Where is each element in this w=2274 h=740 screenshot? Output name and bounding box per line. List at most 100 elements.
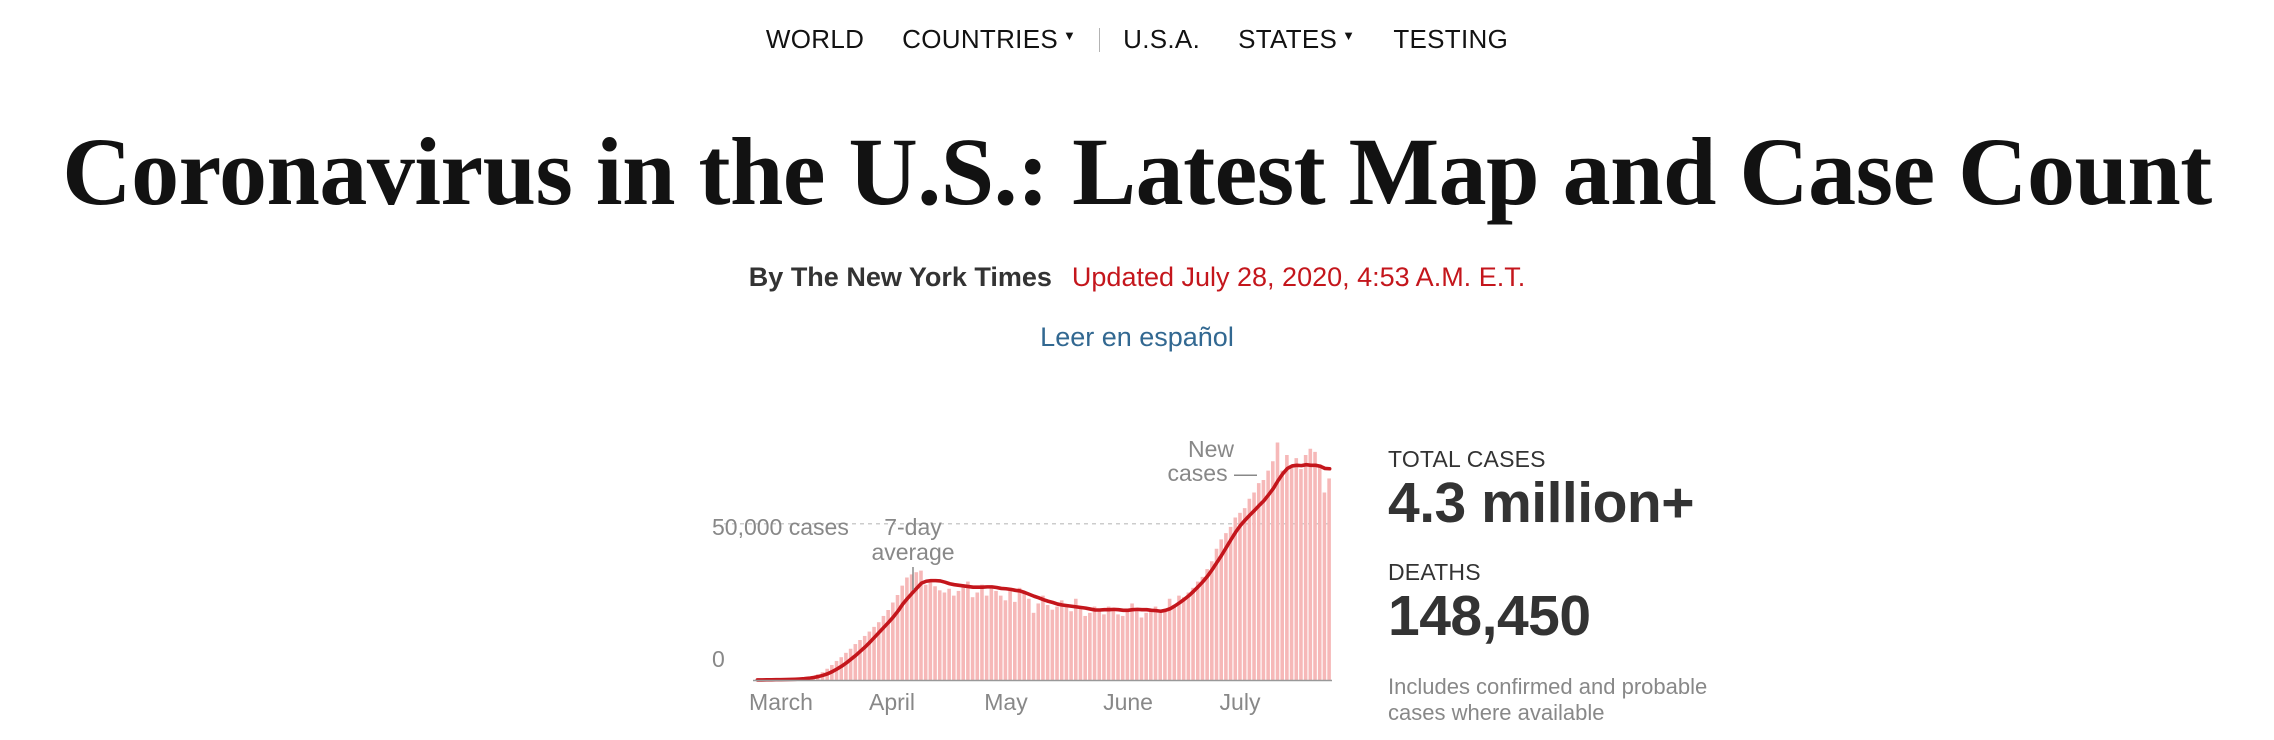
bar xyxy=(900,585,905,681)
spanish-link[interactable]: Leer en español xyxy=(1040,322,1234,352)
stats-panel: TOTAL CASES 4.3 million+ DEATHS 148,450 … xyxy=(1388,446,1748,726)
text-layer: 0 50,000 cases 7-day average New cases —… xyxy=(712,436,1261,715)
x-tick-label-march: March xyxy=(749,689,813,715)
bar xyxy=(1088,612,1092,680)
byline: By The New York Times xyxy=(748,262,1052,292)
bar xyxy=(1322,492,1327,680)
bar xyxy=(966,581,970,680)
bar-layer xyxy=(755,442,1331,681)
bar xyxy=(905,577,909,680)
bar xyxy=(1031,612,1036,680)
bar xyxy=(1233,517,1238,680)
bar xyxy=(1102,614,1106,681)
bar xyxy=(989,586,994,680)
bar xyxy=(1073,598,1078,680)
bar xyxy=(1271,461,1275,680)
bar xyxy=(1144,612,1148,680)
bar xyxy=(952,595,956,681)
cases-chart: 0 50,000 cases 7-day average New cases —… xyxy=(712,436,1332,715)
bar xyxy=(1139,617,1144,680)
bar xyxy=(1125,611,1130,680)
seven-day-annotation-line1: 7-day xyxy=(884,514,942,540)
nav-item-label: STATES xyxy=(1238,24,1338,54)
bar xyxy=(1210,561,1214,680)
bar xyxy=(844,652,848,680)
bar xyxy=(1224,533,1228,681)
spanish-link-row: Leer en español xyxy=(0,322,2274,353)
top-nav: WORLD COUNTRIES ▼ U.S.A. STATES ▼ TESTIN… xyxy=(0,24,2274,55)
nav-item-world[interactable]: WORLD xyxy=(766,24,864,55)
bar xyxy=(1083,615,1087,680)
x-tick-label-july: July xyxy=(1220,689,1261,715)
nav-item-label: COUNTRIES xyxy=(902,24,1058,54)
bar xyxy=(1313,451,1317,681)
bar xyxy=(919,570,923,681)
bar xyxy=(1013,601,1017,681)
bar xyxy=(1003,600,1008,680)
nav-item-testing[interactable]: TESTING xyxy=(1393,24,1508,55)
bar xyxy=(1134,609,1139,680)
bar xyxy=(975,592,980,680)
bar xyxy=(1167,598,1172,680)
bar xyxy=(867,631,872,680)
bar xyxy=(956,590,961,680)
bar xyxy=(1111,609,1116,680)
page-title: Coronavirus in the U.S.: Latest Map and … xyxy=(62,118,2212,225)
bar xyxy=(1041,595,1045,681)
bar xyxy=(1191,587,1195,680)
bar xyxy=(1252,492,1256,680)
bar xyxy=(928,580,933,680)
bar xyxy=(1149,611,1153,680)
bar xyxy=(858,640,862,680)
bar xyxy=(1078,608,1083,681)
bar xyxy=(1308,448,1313,680)
bar xyxy=(862,635,867,680)
bar xyxy=(1238,512,1242,680)
bar xyxy=(933,586,937,680)
y-tick-label-50000: 50,000 cases xyxy=(712,514,849,540)
bar xyxy=(1120,615,1125,680)
bar xyxy=(1045,605,1050,680)
bar xyxy=(1261,480,1266,680)
bar xyxy=(1050,609,1055,680)
bar xyxy=(998,595,1003,681)
x-tick-label-april: April xyxy=(869,689,915,715)
bar xyxy=(961,586,965,680)
nav-item-countries[interactable]: COUNTRIES ▼ xyxy=(902,24,1076,55)
nav-item-usa[interactable]: U.S.A. xyxy=(1123,24,1200,55)
bar xyxy=(1200,576,1205,681)
bar xyxy=(1055,606,1059,680)
bar xyxy=(1289,467,1294,680)
bar xyxy=(1017,587,1022,680)
bar xyxy=(1219,539,1223,681)
bar xyxy=(947,588,951,680)
bar xyxy=(1069,611,1073,680)
bar xyxy=(914,572,919,680)
bar xyxy=(1317,464,1322,681)
bar xyxy=(1027,598,1031,680)
x-tick-label-june: June xyxy=(1103,689,1153,715)
bar xyxy=(942,592,947,680)
seven-day-annotation-line2: average xyxy=(871,539,954,565)
bar xyxy=(1294,458,1299,681)
bar xyxy=(891,602,895,680)
bar xyxy=(1008,589,1012,681)
bar xyxy=(1247,498,1252,680)
bar xyxy=(1172,605,1177,680)
nav-item-label: U.S.A. xyxy=(1123,24,1201,54)
total-cases-label: TOTAL CASES xyxy=(1388,446,1546,472)
bar xyxy=(839,657,844,680)
bar xyxy=(1158,612,1163,680)
bar xyxy=(1059,600,1064,680)
bar xyxy=(886,610,890,680)
bar xyxy=(872,626,876,681)
bar xyxy=(1214,548,1219,680)
total-cases-value: 4.3 million+ xyxy=(1388,471,1695,535)
bar xyxy=(1036,603,1041,680)
nav-item-label: TESTING xyxy=(1393,24,1509,54)
bar xyxy=(980,584,984,680)
nav-item-states[interactable]: STATES ▼ xyxy=(1238,24,1355,55)
bar xyxy=(1195,581,1200,680)
caret-down-icon: ▼ xyxy=(1062,28,1077,43)
cases-note: Includes confirmed and probable cases wh… xyxy=(1388,674,1708,725)
